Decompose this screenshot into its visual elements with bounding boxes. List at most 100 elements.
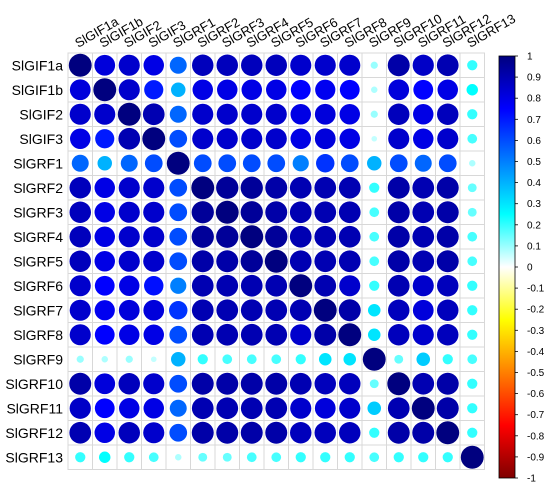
correlation-circle: SlGRF12 / SlGRF2 (191, 421, 214, 444)
correlation-circle: SlGIF1a / SlGIF1b (94, 54, 116, 76)
correlation-circle: SlGRF5 / SlGIF3 (143, 250, 165, 272)
correlation-circle: SlGRF11 / SlGRF12 (436, 397, 459, 420)
correlation-circle: SlGIF1b / SlGRF4 (241, 79, 262, 100)
correlation-circle: SlGRF7 / SlGIF2 (118, 299, 140, 321)
correlation-circle: SlGRF13 / SlGRF13 (460, 445, 484, 469)
correlation-circle: SlGRF2 / SlGRF4 (240, 176, 263, 199)
correlation-circle: SlGRF8 / SlGRF11 (412, 324, 434, 346)
correlation-circle: SlGRF5 / SlGRF13 (467, 256, 478, 267)
correlation-circle: SlGRF2 / SlGRF13 (467, 183, 477, 193)
correlation-circle: SlGRF6 / SlGRF6 (289, 274, 313, 298)
correlation-circle: SlGRF1 / SlGRF9 (367, 156, 382, 171)
correlation-circle: SlGRF8 / SlGRF4 (240, 323, 263, 346)
correlation-circle: SlGRF13 / SlGRF6 (295, 452, 306, 463)
correlation-circle: SlGRF8 / SlGRF13 (467, 329, 478, 340)
correlation-circle: SlGRF7 / SlGRF3 (216, 299, 239, 322)
correlation-circle: SlGIF1a / SlGRF2 (192, 54, 214, 76)
correlation-circle: SlGRF10 / SlGRF11 (412, 372, 435, 395)
correlation-circle: SlGIF1b / SlGRF8 (339, 79, 360, 100)
correlation-circle: SlGRF9 / SlGIF1b (101, 356, 108, 363)
row-label: SlGRF2 (13, 180, 63, 196)
correlation-circle: SlGRF3 / SlGRF5 (265, 201, 288, 224)
correlation-circle: SlGRF7 / SlGRF4 (240, 299, 263, 322)
correlation-circle: SlGRF5 / SlGRF6 (289, 250, 312, 273)
correlation-circle: SlGIF1a / SlGRF9 (370, 61, 378, 69)
correlation-circle: SlGRF7 / SlGRF6 (289, 299, 312, 322)
correlation-circle: SlGRF10 / SlGRF7 (314, 373, 336, 395)
correlation-circle: SlGRF12 / SlGRF7 (314, 422, 336, 444)
correlation-circle: SlGRF9 / SlGRF11 (416, 352, 431, 367)
correlation-circle: SlGRF3 / SlGRF1 (169, 203, 188, 222)
row-label: SlGRF13 (5, 449, 63, 465)
correlation-circle: SlGIF2 / SlGIF1b (94, 103, 116, 125)
correlation-circle: SlGRF1 / SlGIF1b (97, 156, 112, 171)
correlation-circle: SlGRF11 / SlGRF5 (265, 397, 288, 420)
correlation-circle: SlGRF9 / SlGRF4 (246, 354, 257, 365)
correlation-circle: SlGRF12 / SlGRF9 (369, 427, 380, 438)
row-label: SlGRF12 (5, 425, 63, 441)
correlation-circle: SlGRF12 / SlGRF12 (436, 421, 460, 445)
correlation-circle: SlGRF13 / SlGRF2 (198, 452, 208, 462)
correlation-circle: SlGRF8 / SlGRF9 (367, 328, 381, 342)
correlation-circle: SlGRF11 / SlGRF7 (314, 397, 336, 419)
correlation-circle: SlGRF5 / SlGRF9 (369, 256, 380, 267)
correlation-circle: SlGRF4 / SlGRF8 (338, 225, 361, 248)
correlation-circle: SlGRF10 / SlGRF3 (216, 372, 239, 395)
correlation-circle: SlGRF12 / SlGRF5 (265, 421, 288, 444)
correlation-circle: SlGRF1 / SlGRF3 (218, 154, 237, 173)
correlation-circle: SlGRF6 / SlGRF2 (191, 274, 214, 297)
correlation-circle: SlGRF5 / SlGRF3 (216, 250, 239, 273)
correlation-circle: SlGRF8 / SlGRF12 (437, 324, 459, 346)
correlation-circle: SlGRF1 / SlGRF7 (316, 154, 335, 173)
correlation-circle: SlGRF1 / SlGRF5 (267, 154, 286, 173)
correlation-circle: SlGRF10 / SlGIF3 (143, 373, 165, 395)
color-bar-tick-label: -1 (527, 474, 536, 485)
correlation-circle: SlGRF8 / SlGIF2 (119, 324, 140, 345)
color-bar-tick-label: 0.8 (527, 94, 541, 105)
correlation-circle: SlGIF1a / SlGRF12 (436, 54, 459, 77)
correlation-circle: SlGIF3 / SlGRF13 (467, 133, 478, 144)
correlation-circle: SlGRF13 / SlGIF1a (75, 452, 86, 463)
correlation-circle: SlGRF7 / SlGRF7 (313, 298, 337, 322)
correlation-circle: SlGRF6 / SlGRF7 (314, 274, 337, 297)
correlation-circle: SlGIF1a / SlGIF3 (143, 55, 164, 76)
correlation-circle: SlGIF1a / SlGRF8 (339, 54, 361, 76)
correlation-circle: SlGIF3 / SlGRF9 (371, 135, 378, 142)
correlation-circle: SlGRF6 / SlGRF5 (265, 274, 288, 297)
row-label: SlGIF2 (19, 106, 63, 122)
correlation-circle: SlGRF11 / SlGRF10 (387, 397, 410, 420)
correlation-circle: SlGIF2 / SlGRF8 (339, 104, 360, 125)
correlation-circle: SlGRF11 / SlGRF11 (411, 396, 435, 420)
correlation-circle: SlGIF1a / SlGIF2 (118, 54, 140, 76)
correlation-circle: SlGRF4 / SlGRF11 (412, 225, 435, 248)
correlation-circle: SlGRF9 / SlGRF10 (394, 354, 404, 364)
correlation-circle: SlGIF3 / SlGRF4 (241, 128, 263, 150)
correlation-circle: SlGIF2 / SlGRF2 (192, 103, 214, 125)
correlation-circle: SlGRF9 / SlGRF13 (467, 354, 478, 365)
correlation-circle: SlGRF7 / SlGIF3 (143, 299, 165, 321)
color-bar-tick-label: -0.8 (527, 431, 545, 442)
correlation-circle: SlGRF12 / SlGRF6 (290, 422, 312, 444)
correlation-circle: SlGRF11 / SlGIF2 (119, 398, 140, 419)
correlation-circle: SlGRF1 / SlGRF8 (340, 154, 359, 173)
correlation-circle: SlGRF13 / SlGRF7 (320, 452, 331, 463)
correlation-circle: SlGIF3 / SlGRF8 (339, 128, 360, 149)
row-label: SlGRF11 (6, 400, 63, 416)
row-label: SlGRF5 (13, 253, 63, 269)
color-bar-tick-label: 0.9 (527, 73, 541, 84)
correlation-circle: SlGRF7 / SlGRF11 (412, 299, 434, 321)
correlation-circle: SlGRF9 / SlGIF2 (125, 355, 133, 363)
correlation-circle: SlGIF2 / SlGRF9 (370, 110, 378, 118)
correlation-circle: SlGRF9 / SlGRF2 (197, 354, 208, 365)
correlation-circle: SlGRF5 / SlGRF2 (191, 250, 214, 273)
correlation-circle: SlGRF11 / SlGRF4 (240, 397, 263, 420)
correlation-circle: SlGRF1 / SlGRF1 (166, 151, 190, 175)
correlation-circle: SlGIF2 / SlGIF3 (142, 103, 165, 126)
correlation-circle: SlGRF12 / SlGRF10 (387, 421, 410, 444)
row-label: SlGIF1b (12, 82, 64, 98)
correlation-circle: SlGRF4 / SlGRF12 (436, 225, 459, 248)
color-bar-tick-label: 0.5 (527, 157, 541, 168)
correlation-circle: SlGRF13 / SlGRF8 (344, 452, 355, 463)
correlation-circle: SlGRF10 / SlGRF10 (387, 372, 411, 396)
correlation-circle: SlGRF13 / SlGRF11 (418, 452, 429, 463)
